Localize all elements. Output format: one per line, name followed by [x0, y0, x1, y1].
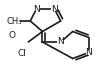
Text: O: O [9, 32, 16, 40]
FancyBboxPatch shape [57, 40, 64, 44]
Text: CH₃: CH₃ [6, 16, 22, 26]
FancyBboxPatch shape [18, 52, 26, 56]
Text: N: N [57, 38, 64, 46]
FancyBboxPatch shape [51, 7, 58, 11]
Text: N: N [86, 48, 92, 57]
FancyBboxPatch shape [86, 50, 92, 55]
FancyBboxPatch shape [33, 7, 40, 11]
FancyBboxPatch shape [9, 34, 15, 38]
Text: Cl: Cl [18, 50, 27, 58]
Text: N: N [33, 4, 40, 14]
FancyBboxPatch shape [9, 19, 20, 23]
Text: N: N [51, 4, 58, 14]
